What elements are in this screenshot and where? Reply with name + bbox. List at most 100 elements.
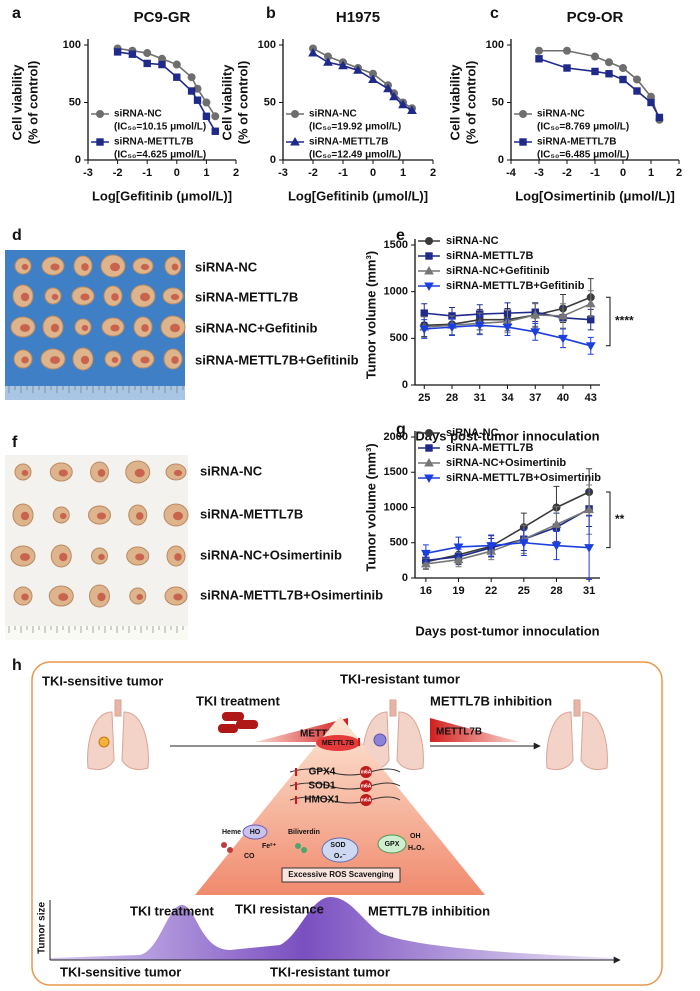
marker xyxy=(419,325,430,335)
y-tick-label: 0 xyxy=(498,154,504,166)
tumor-icon xyxy=(98,736,110,748)
marker xyxy=(519,138,527,146)
marker xyxy=(558,310,568,320)
y-axis-label: (% of control) xyxy=(235,61,250,145)
tumor-spot xyxy=(141,324,149,332)
marker xyxy=(551,519,562,528)
enzyme xyxy=(321,837,359,863)
x-tick-label: 25 xyxy=(418,392,430,404)
marker xyxy=(519,110,527,118)
marker xyxy=(591,52,599,61)
marker xyxy=(290,136,300,146)
label: HO xyxy=(250,829,261,836)
diagram: h TKI-sensitive tumor TKI treatment METT… xyxy=(12,657,663,986)
x-tick-label: 22 xyxy=(485,585,497,597)
series-line xyxy=(425,491,590,563)
marker xyxy=(633,75,641,84)
gene: SOD1 xyxy=(308,781,336,792)
marker xyxy=(323,57,333,66)
tumor-spot xyxy=(59,512,67,520)
marker xyxy=(535,46,543,55)
marker xyxy=(425,429,433,437)
panel-letter: g xyxy=(396,421,406,438)
group-label: siRNA-METTL7B+Osimertinib xyxy=(200,587,383,602)
marker xyxy=(530,309,541,319)
ruler xyxy=(5,386,185,400)
lung xyxy=(87,699,608,771)
marker xyxy=(172,60,181,69)
marker xyxy=(193,96,202,104)
marker xyxy=(202,112,211,120)
marker xyxy=(158,60,166,69)
x-tick-label: 0 xyxy=(620,167,626,179)
marker xyxy=(421,549,431,559)
tumor-spot xyxy=(20,324,30,332)
marker xyxy=(424,457,434,467)
x-tick-label: 1 xyxy=(648,167,654,179)
y-tick-label: 0 xyxy=(402,379,408,391)
legend-label: (IC₅₀=8.769 μmol/L) xyxy=(537,122,629,133)
legend-label: (IC₅₀=19.92 μmol/L) xyxy=(309,122,401,133)
x-tick-label: 34 xyxy=(501,392,514,404)
x-tick-label: -2 xyxy=(308,167,318,179)
y-tick-label: 50 xyxy=(264,96,276,108)
label: m6A xyxy=(361,797,372,803)
y-axis-label: Cell viability xyxy=(219,64,234,141)
gene: HMOX1 xyxy=(304,795,340,806)
gene: GPX4 xyxy=(309,767,336,778)
x-tick-label: 28 xyxy=(550,585,562,597)
label: CO xyxy=(244,853,255,860)
marker xyxy=(143,49,152,58)
label: METTL7B inhibition xyxy=(368,903,490,918)
x-tick-label: 0 xyxy=(174,167,180,179)
tumor-spot xyxy=(135,553,145,561)
tumor-spot xyxy=(171,356,179,364)
y-tick-label: 100 xyxy=(258,39,276,51)
y-tick-label: 1000 xyxy=(384,501,408,513)
tumor-spot xyxy=(170,293,180,301)
marker xyxy=(187,87,196,95)
marker xyxy=(585,298,596,308)
label: Fe²⁺ xyxy=(262,843,277,850)
marker xyxy=(383,83,393,93)
label: TKI resistance xyxy=(235,901,324,916)
tumor-spot xyxy=(20,292,30,302)
label: m6A xyxy=(361,783,372,789)
x-axis-label: Log[Gefitinib (μmol/L)] xyxy=(288,188,428,203)
x-tick-label: -2 xyxy=(113,167,123,179)
marker xyxy=(563,64,571,72)
tumor-spot xyxy=(20,553,30,561)
marker xyxy=(96,138,104,146)
tumor-spot xyxy=(97,592,106,602)
marker xyxy=(535,55,543,63)
tumor-spot xyxy=(171,263,179,271)
label: TKI-sensitive tumor xyxy=(60,964,181,979)
group-label: siRNA-NC xyxy=(195,259,258,274)
x-tick-label: 25 xyxy=(518,585,530,597)
rna-strand xyxy=(289,768,401,804)
marker xyxy=(518,539,529,548)
annotation: ** xyxy=(615,512,625,526)
label: m6A xyxy=(361,769,372,775)
x-tick-label: 19 xyxy=(452,585,464,597)
tumor-spot xyxy=(50,263,60,271)
legend-label: (IC₅₀=6.485 μmol/L) xyxy=(537,150,629,161)
tumor-spot xyxy=(21,263,29,271)
legend-label: siRNA-NC xyxy=(446,427,499,439)
marker xyxy=(425,237,433,245)
marker xyxy=(655,113,664,122)
x-tick-label: 43 xyxy=(585,392,597,404)
label: TKI treatment xyxy=(196,693,280,708)
marker xyxy=(424,265,434,275)
marker xyxy=(605,58,613,67)
y-tick-label: 50 xyxy=(492,96,504,108)
marker xyxy=(551,542,562,551)
marker xyxy=(584,504,594,514)
tumor-spot xyxy=(111,356,119,364)
x-tick-label: 31 xyxy=(474,392,486,404)
x-tick-label: -1 xyxy=(338,167,348,179)
marker xyxy=(143,59,151,68)
